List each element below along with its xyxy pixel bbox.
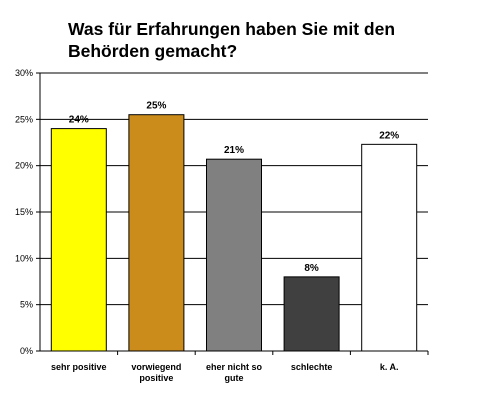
bar: [128, 114, 185, 352]
x-tick-label: vorwiegend positive: [131, 362, 181, 383]
data-label: 21%: [224, 145, 244, 156]
y-tick-label: 0%: [20, 346, 33, 356]
y-tick-label: 5%: [20, 300, 33, 310]
x-tick-label: k. A.: [380, 362, 399, 372]
bar: [50, 128, 107, 352]
x-tick-label: sehr positive: [51, 362, 107, 372]
bar: [361, 143, 418, 352]
y-tick-label: 15%: [15, 207, 33, 217]
y-tick-label: 10%: [15, 253, 33, 263]
y-tick-label: 25%: [15, 114, 33, 124]
data-label: 25%: [146, 101, 166, 112]
data-label: 24%: [69, 115, 89, 126]
x-tick-label: schlechte: [291, 362, 333, 372]
y-tick-label: 30%: [15, 68, 33, 78]
data-label: 8%: [304, 263, 319, 274]
y-tick-label: 20%: [15, 161, 33, 171]
chart-title: Was für Erfahrungen haben Sie mit den Be…: [68, 18, 468, 62]
bar: [283, 276, 340, 352]
chart-title-line-1: Was für Erfahrungen haben Sie mit den: [68, 19, 396, 39]
chart-title-line-2: Behörden gemacht?: [68, 41, 238, 61]
data-label: 22%: [379, 130, 399, 141]
bar: [206, 158, 262, 352]
x-tick-label: eher nicht so gute: [206, 362, 263, 383]
